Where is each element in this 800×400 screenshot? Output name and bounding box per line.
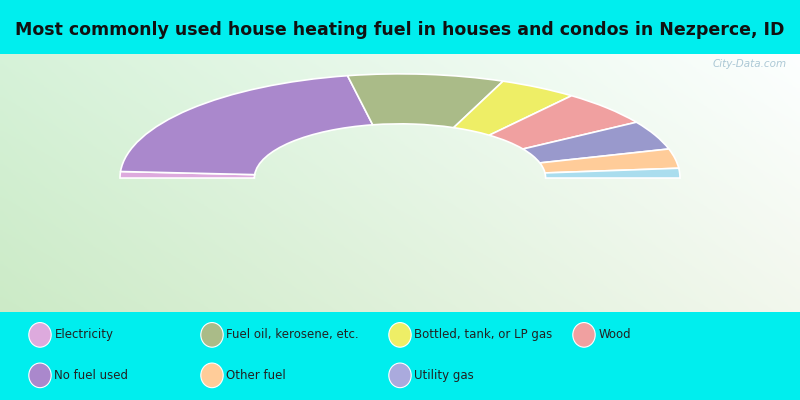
Wedge shape: [545, 168, 680, 178]
Text: Wood: Wood: [598, 328, 631, 341]
Wedge shape: [120, 172, 254, 178]
Text: City-Data.com: City-Data.com: [713, 59, 786, 69]
Wedge shape: [454, 81, 572, 135]
Ellipse shape: [389, 363, 411, 388]
Text: Electricity: Electricity: [54, 328, 114, 341]
Ellipse shape: [573, 322, 595, 347]
Wedge shape: [523, 122, 669, 163]
Ellipse shape: [201, 322, 223, 347]
Wedge shape: [347, 74, 503, 128]
Wedge shape: [490, 96, 637, 149]
Text: Bottled, tank, or LP gas: Bottled, tank, or LP gas: [414, 328, 553, 341]
Wedge shape: [540, 149, 678, 173]
Ellipse shape: [389, 322, 411, 347]
Ellipse shape: [29, 322, 51, 347]
Ellipse shape: [29, 363, 51, 388]
Text: Fuel oil, kerosene, etc.: Fuel oil, kerosene, etc.: [226, 328, 359, 341]
Text: Utility gas: Utility gas: [414, 369, 474, 382]
Ellipse shape: [201, 363, 223, 388]
Wedge shape: [121, 76, 373, 175]
Text: Most commonly used house heating fuel in houses and condos in Nezperce, ID: Most commonly used house heating fuel in…: [15, 21, 785, 39]
Text: Other fuel: Other fuel: [226, 369, 286, 382]
Text: No fuel used: No fuel used: [54, 369, 128, 382]
